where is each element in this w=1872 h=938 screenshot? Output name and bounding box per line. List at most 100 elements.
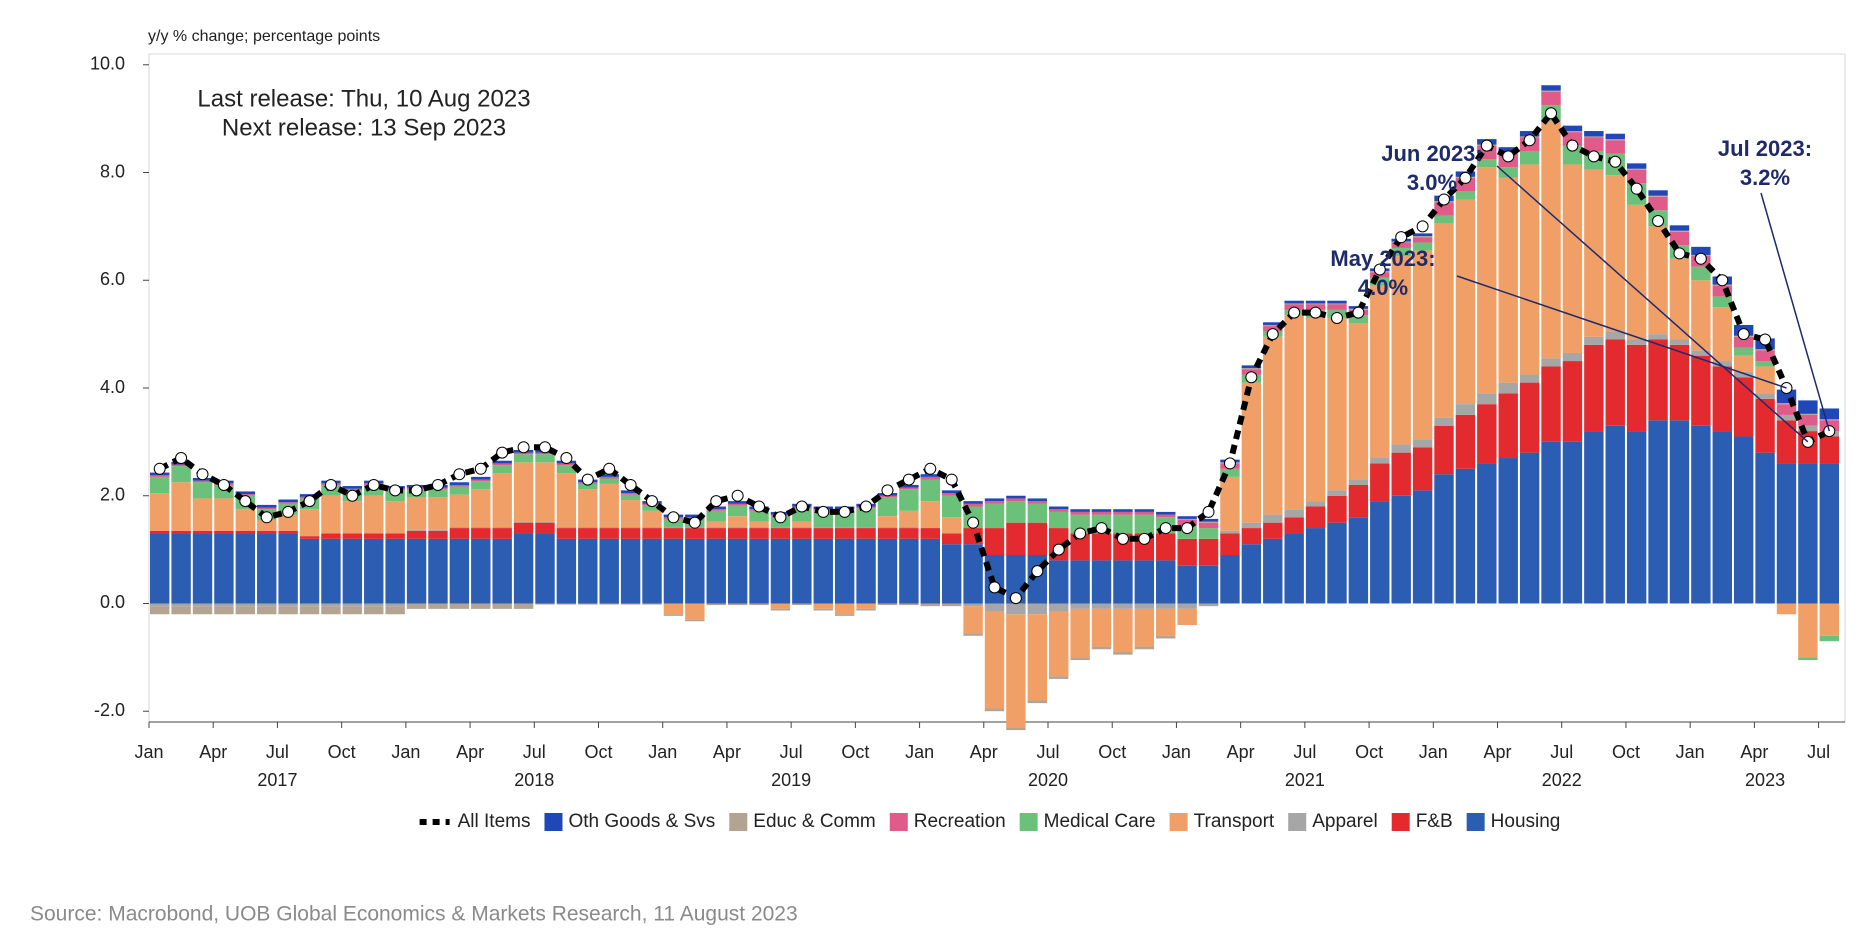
y-tick-label: 8.0 [100, 161, 125, 181]
bar-segment [941, 544, 962, 604]
bar-segment [920, 479, 940, 502]
bar-segment [192, 530, 213, 534]
legend-label: Housing [1491, 811, 1561, 832]
bar-segment [1370, 458, 1390, 464]
bar-segment [385, 603, 405, 607]
x-year-label: 2023 [1745, 770, 1785, 790]
bar-segment [1626, 339, 1647, 345]
bar-segment [599, 603, 619, 605]
bar-segment [214, 530, 234, 534]
line-marker [624, 478, 637, 491]
bar-segment [1626, 344, 1647, 432]
bar-segment [342, 606, 363, 615]
bar-segment [235, 491, 256, 495]
bar-segment [1733, 347, 1754, 356]
bar-segment [449, 484, 470, 487]
bar-segment [1755, 366, 1775, 394]
bar-segment [1284, 517, 1304, 534]
bar-segment [235, 494, 256, 496]
bar-segment [813, 608, 833, 611]
bar-segment [1712, 366, 1732, 432]
bar-segment [620, 500, 641, 527]
line-marker [303, 495, 316, 508]
bar-segment [257, 519, 277, 531]
line-marker [175, 452, 188, 465]
bar-segment [321, 533, 341, 539]
bar-segment [342, 486, 363, 489]
line-marker [1716, 274, 1729, 287]
line-marker [217, 478, 230, 491]
bar-segment [1006, 495, 1026, 499]
x-tick-label: Jul [266, 742, 289, 762]
bar-segment [941, 495, 962, 518]
bar-segment [1370, 285, 1390, 459]
line-marker [1587, 150, 1600, 163]
bar-segment [963, 544, 983, 604]
bar-segment [1305, 528, 1326, 604]
y-tick-label: 4.0 [100, 377, 125, 397]
legend-label: F&B [1416, 811, 1453, 832]
legend-label: Recreation [914, 811, 1006, 832]
bar-segment [1733, 436, 1754, 604]
bar-segment [770, 526, 791, 529]
release-note: Next release: 13 Sep 2023 [222, 114, 506, 141]
bar-segment [877, 538, 898, 604]
bar-segment [364, 606, 384, 615]
y-tick-label: 10.0 [90, 54, 125, 74]
bar-segment [1284, 315, 1304, 510]
bar-segment [834, 528, 855, 539]
bar-segment [1348, 479, 1369, 485]
bar-segment [1370, 501, 1390, 604]
bar-segment [1755, 361, 1775, 367]
bar-segment [1455, 468, 1476, 604]
bar-segment [1434, 474, 1454, 604]
bar-segment [578, 538, 598, 604]
bar-segment [984, 501, 1005, 504]
bar-segment [1648, 334, 1668, 340]
bar-segment [1113, 651, 1133, 655]
x-tick-label: Jan [1676, 742, 1705, 762]
bar-segment [449, 603, 470, 609]
line-marker [1694, 252, 1707, 265]
x-tick-label: Jul [1550, 742, 1573, 762]
bar-segment [1669, 230, 1690, 232]
bar-segment [192, 480, 213, 483]
line-marker [410, 484, 423, 497]
bar-segment [1305, 501, 1326, 507]
bar-segment [1477, 463, 1497, 604]
bar-segment [599, 478, 619, 484]
bar-segment [449, 528, 470, 539]
bar-segment [1348, 517, 1369, 604]
bar-segment [1134, 509, 1155, 512]
bar-segment [1776, 603, 1797, 615]
bar-segment [1412, 447, 1433, 491]
bar-segment [342, 538, 363, 604]
bar-segment [1091, 511, 1112, 515]
bar-segment [813, 538, 833, 604]
line-marker [817, 505, 830, 518]
line-marker [239, 495, 252, 508]
bar-segment [1263, 538, 1283, 604]
line-marker [603, 462, 616, 475]
line-marker [731, 489, 744, 502]
bar-segment [1177, 565, 1197, 604]
bar-segment [920, 603, 940, 607]
legend-label: Transport [1194, 811, 1275, 832]
bar-segment [1049, 603, 1069, 612]
bar-segment [941, 533, 962, 545]
line-marker [924, 462, 937, 475]
bar-segment [1241, 368, 1262, 370]
x-year-label: 2018 [514, 770, 554, 790]
bar-segment [1798, 657, 1818, 661]
bar-segment [1391, 256, 1411, 445]
bar-segment [428, 529, 448, 531]
legend-item: Medical Care [1019, 811, 1156, 832]
x-tick-label: Oct [584, 742, 612, 762]
bar-segment [1070, 603, 1090, 609]
line-marker [795, 500, 808, 513]
bar-segment [1669, 225, 1690, 231]
x-tick-label: Jan [1162, 742, 1191, 762]
bar-segment [1220, 530, 1240, 534]
y-axis-label: y/y % change; percentage points [148, 28, 380, 45]
bar-segment [920, 538, 940, 604]
